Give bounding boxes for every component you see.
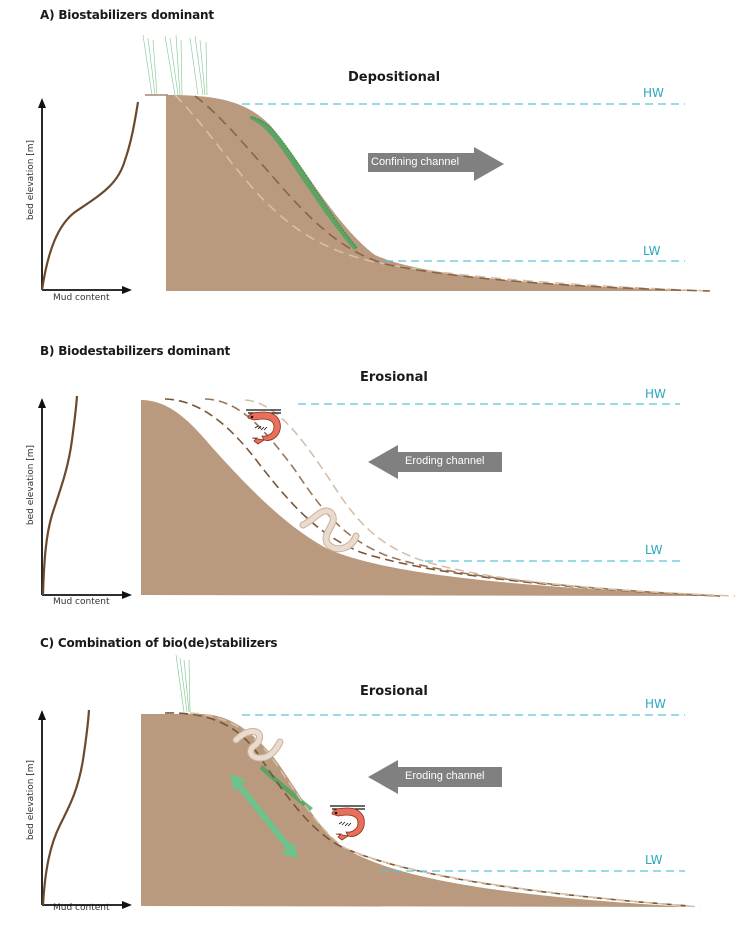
- panel-c-hw-label: HW: [645, 697, 666, 711]
- panel-a-lw-label: LW: [643, 244, 661, 258]
- panel-c-lw-label: LW: [645, 853, 663, 867]
- panel-b-regime-label: Erosional: [360, 370, 428, 385]
- panel-b-hw-label: HW: [645, 387, 666, 401]
- panel-b-channel-arrow: [368, 445, 502, 479]
- double-arrow-icon: [230, 774, 298, 859]
- panel-b-title: B) Biodestabilizers dominant: [40, 344, 231, 358]
- panel-a-mud-curve: [40, 101, 140, 291]
- panel-a-channel-arrow: [368, 147, 504, 181]
- panel-b-x-axis-label: Mud content: [53, 597, 110, 607]
- panel-c-x-axis-label: Mud content: [53, 903, 110, 913]
- panel-c: C) Combination of bio(de)stabilizers Ero…: [0, 630, 750, 926]
- panel-c-channel-arrow: [368, 760, 502, 794]
- panel-b-mud-axes: [38, 395, 132, 599]
- panel-a-graphic: [38, 34, 711, 294]
- panel-a-regime-label: Depositional: [348, 70, 441, 85]
- panel-a: A) Biostabilizers dominant Depositional …: [0, 0, 750, 320]
- panel-c-sediment: [141, 714, 690, 907]
- panel-b-mud-curve: [41, 395, 79, 596]
- panel-a-x-axis-label: Mud content: [53, 293, 110, 303]
- panel-a-sediment: [145, 95, 710, 291]
- panel-c-channel-label: Eroding channel: [405, 770, 485, 782]
- panel-c-mud-axes: [38, 709, 132, 909]
- panel-c-regime-label: Erosional: [360, 684, 428, 699]
- panel-a-hw-label: HW: [643, 86, 664, 100]
- panel-b-graphic: [38, 395, 736, 599]
- microphytobenthos-icon: [250, 116, 358, 250]
- shrimp-icon: [330, 805, 365, 841]
- vegetation-icon: [142, 34, 208, 96]
- panel-c-mud-curve: [41, 709, 91, 906]
- panel-a-mud-axes: [38, 98, 140, 294]
- panel-c-title: C) Combination of bio(de)stabilizers: [40, 636, 278, 650]
- panel-a-channel-label: Confining channel: [371, 156, 460, 168]
- worm-icon: [299, 507, 360, 553]
- panel-a-title: A) Biostabilizers dominant: [40, 8, 214, 22]
- panel-c-graphic: [38, 654, 701, 909]
- panel-b-lw-label: LW: [645, 543, 663, 557]
- panel-b-sediment: [141, 400, 720, 596]
- vegetation-icon: [175, 654, 191, 713]
- worm-icon: [232, 728, 284, 762]
- shrimp-icon: [246, 409, 281, 445]
- panel-b: B) Biodestabilizers dominant Erosional H…: [0, 330, 750, 620]
- panel-b-channel-label: Eroding channel: [405, 455, 485, 467]
